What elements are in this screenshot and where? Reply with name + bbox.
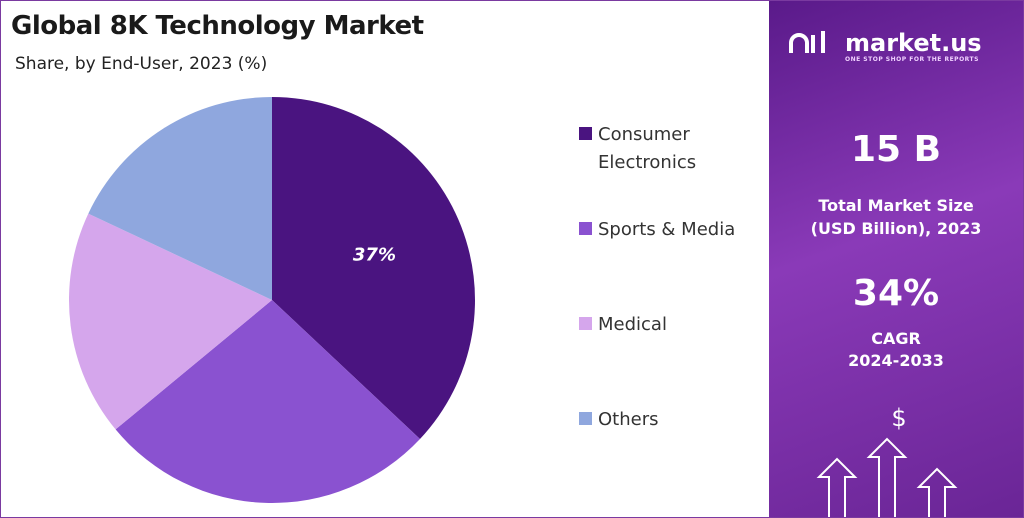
cagr-label: CAGR: [871, 329, 921, 348]
legend-label: Others: [598, 409, 659, 430]
panel-art: $: [789, 31, 958, 517]
pie-slice: [69, 213, 272, 430]
cagr-period: 2024-2033: [848, 351, 944, 370]
legend-item: Consumer Electronics: [579, 121, 758, 177]
legend-label: Medical: [598, 314, 667, 335]
legend-label: Consumer Electronics: [598, 124, 697, 173]
pie-slice: [115, 300, 420, 504]
svg-text:$: $: [891, 404, 906, 432]
pie-slice: [272, 97, 475, 439]
data-label: 37%: [353, 245, 396, 266]
market-size-label: Total Market Size (USD Billion), 2023: [810, 196, 982, 238]
chart-title: Global 8K Technology Market: [11, 11, 424, 41]
logo: [789, 31, 825, 53]
legend-item: Sports & Media: [579, 216, 758, 244]
legend-item: Others: [579, 406, 758, 434]
chart-subtitle: Share, by End-User, 2023 (%): [15, 54, 268, 74]
side-panel: $ market.us ONE STOP SHOP FOR THE REPORT…: [769, 1, 1023, 517]
legend-swatch: [579, 412, 592, 425]
legend-swatch: [579, 127, 592, 140]
pie-slice: [88, 97, 273, 300]
tagline: ONE STOP SHOP FOR THE REPORTS: [845, 56, 979, 63]
legend-swatch: [579, 222, 592, 235]
legend-swatch: [579, 317, 592, 330]
market-size: 15 B: [850, 129, 942, 170]
cagr: 34%: [852, 273, 940, 314]
pie-chart: 37%: [69, 97, 475, 504]
legend-item: Medical: [579, 311, 758, 339]
brand: market.us: [845, 29, 982, 57]
arrows-icon: $: [816, 404, 958, 517]
legend-label: Sports & Media: [598, 219, 736, 240]
